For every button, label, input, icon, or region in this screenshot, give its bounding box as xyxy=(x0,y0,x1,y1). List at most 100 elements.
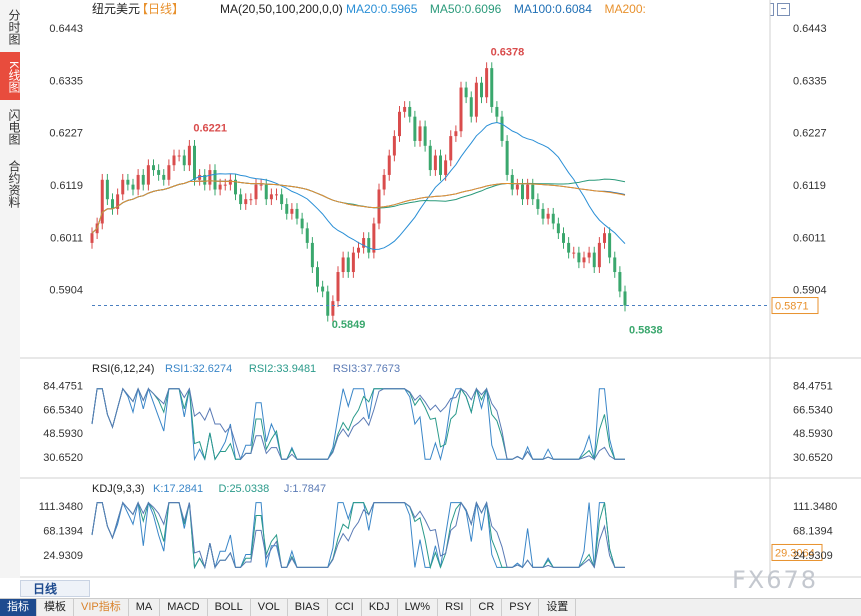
candle-9 xyxy=(136,174,140,190)
candlestick-chart[interactable]: 纽元美元 【日线】 MA(20,50,100,200,0,0) MA20:0.5… xyxy=(20,0,861,578)
candle-57 xyxy=(382,174,386,190)
tab-kline[interactable]: K线图 xyxy=(0,52,21,100)
candle-101 xyxy=(608,233,612,258)
indicator-tab-13[interactable]: PSY xyxy=(502,599,540,616)
annotation-3: 0.5838 xyxy=(629,325,663,337)
candle-77 xyxy=(485,68,489,98)
price-tick-left-1: 0.6335 xyxy=(49,75,83,87)
rsi-tick-left-2: 48.5930 xyxy=(43,428,83,440)
candle-24 xyxy=(213,170,217,190)
candle-33 xyxy=(259,184,263,186)
zoom-out-icon[interactable]: − xyxy=(777,3,790,16)
price-tick-left-5: 0.5904 xyxy=(49,285,83,297)
rsi-tick-left-0: 84.4751 xyxy=(43,380,83,392)
kdj-tick-left-1: 68.1394 xyxy=(43,525,83,537)
period-label: 【日线】 xyxy=(136,2,184,16)
candle-95 xyxy=(577,252,581,263)
candle-91 xyxy=(556,223,560,234)
annotation-2: 0.6378 xyxy=(491,46,525,58)
candle-76 xyxy=(480,82,483,98)
chart-title: 纽元美元 xyxy=(92,2,140,16)
candle-22 xyxy=(203,174,207,185)
rsi-tick-right-1: 66.5340 xyxy=(793,404,833,416)
watermark: FX678 xyxy=(732,566,819,594)
side-tab-strip: 分时图 K线图 闪电图 合约资料 xyxy=(0,0,21,578)
indicator-tab-14[interactable]: 设置 xyxy=(539,599,577,616)
indicator-tab-7[interactable]: BIAS xyxy=(288,599,328,616)
indicator-tab-3[interactable]: MA xyxy=(129,599,161,616)
candle-20 xyxy=(193,145,196,180)
candle-46 xyxy=(326,291,330,316)
candle-48 xyxy=(336,272,340,302)
candle-63 xyxy=(413,116,417,141)
kdj-tick-left-0: 111.3480 xyxy=(39,501,83,513)
candle-35 xyxy=(269,194,273,200)
indicator-tab-5[interactable]: BOLL xyxy=(208,599,251,616)
annotation-0: 0.6221 xyxy=(193,123,227,135)
indicator-tab-11[interactable]: RSI xyxy=(438,599,472,616)
price-tick-right-5: 0.5904 xyxy=(793,285,827,297)
price-tick-left-2: 0.6227 xyxy=(49,128,83,140)
kdj-legend-item-1: D:25.0338 xyxy=(218,483,269,495)
kdj-tick-right-0: 111.3480 xyxy=(793,501,837,513)
candle-98 xyxy=(592,252,596,268)
rsi-legend-item-1: RSI2:33.9481 xyxy=(249,363,316,375)
candle-51 xyxy=(351,252,355,273)
candle-99 xyxy=(597,242,601,268)
tab-flash-chart[interactable]: 闪电图 xyxy=(7,109,21,145)
candle-25 xyxy=(218,184,222,190)
candle-30 xyxy=(244,199,248,205)
rsi-tick-right-0: 84.4751 xyxy=(793,380,833,392)
candle-58 xyxy=(387,155,391,175)
candle-90 xyxy=(551,213,555,224)
price-tick-left-3: 0.6119 xyxy=(50,180,83,192)
rsi-tick-right-2: 48.5930 xyxy=(793,428,833,440)
candle-62 xyxy=(408,106,412,117)
candle-8 xyxy=(131,184,135,190)
price-tick-right-3: 0.6119 xyxy=(793,180,826,192)
candle-15 xyxy=(167,165,171,180)
candle-87 xyxy=(536,199,540,209)
indicator-tab-6[interactable]: VOL xyxy=(251,599,288,616)
candle-26 xyxy=(223,184,227,186)
candle-68 xyxy=(439,155,442,175)
candle-28 xyxy=(234,179,237,195)
candle-65 xyxy=(423,126,427,146)
candle-32 xyxy=(254,184,258,200)
candle-73 xyxy=(464,87,468,98)
candle-41 xyxy=(300,218,304,229)
period-selector[interactable]: 日线 xyxy=(20,580,90,597)
current-price-label: 0.5871 xyxy=(775,301,809,313)
indicator-tab-9[interactable]: KDJ xyxy=(362,599,398,616)
indicator-tab-8[interactable]: CCI xyxy=(328,599,362,616)
candle-56 xyxy=(377,189,381,224)
kdj-tick-left-2: 24.9309 xyxy=(43,550,83,562)
price-tick-left-0: 0.6443 xyxy=(49,23,83,35)
candle-86 xyxy=(531,184,535,200)
indicator-tab-1[interactable]: 模板 xyxy=(37,599,74,616)
candle-39 xyxy=(290,208,294,214)
rsi-tick-left-3: 30.6520 xyxy=(43,452,83,464)
candle-19 xyxy=(187,145,191,166)
ma-legend-item-1: MA50:0.6096 xyxy=(430,2,502,16)
candle-53 xyxy=(362,238,366,248)
price-tick-right-0: 0.6443 xyxy=(793,23,827,35)
current-price-box xyxy=(771,297,819,315)
candle-104 xyxy=(623,291,627,306)
candle-42 xyxy=(305,228,309,243)
candle-6 xyxy=(121,179,125,195)
indicator-tab-12[interactable]: CR xyxy=(471,599,503,616)
candle-94 xyxy=(572,252,576,254)
candle-29 xyxy=(239,194,243,205)
kdj-label: KDJ(9,3,3) xyxy=(92,483,145,495)
indicator-tab-4[interactable]: MACD xyxy=(160,599,208,616)
indicator-tab-2[interactable]: VIP指标 xyxy=(74,599,129,616)
candle-43 xyxy=(310,242,314,268)
tab-contract-info[interactable]: 合约资料 xyxy=(7,160,21,208)
ma-legend-item-3: MA200: xyxy=(604,2,645,16)
price-tick-left-4: 0.6011 xyxy=(50,233,83,245)
tab-timeshare[interactable]: 分时图 xyxy=(7,9,21,45)
indicator-tab-10[interactable]: LW% xyxy=(398,599,439,616)
candle-11 xyxy=(146,165,150,185)
indicator-tab-0[interactable]: 指标 xyxy=(0,599,37,616)
